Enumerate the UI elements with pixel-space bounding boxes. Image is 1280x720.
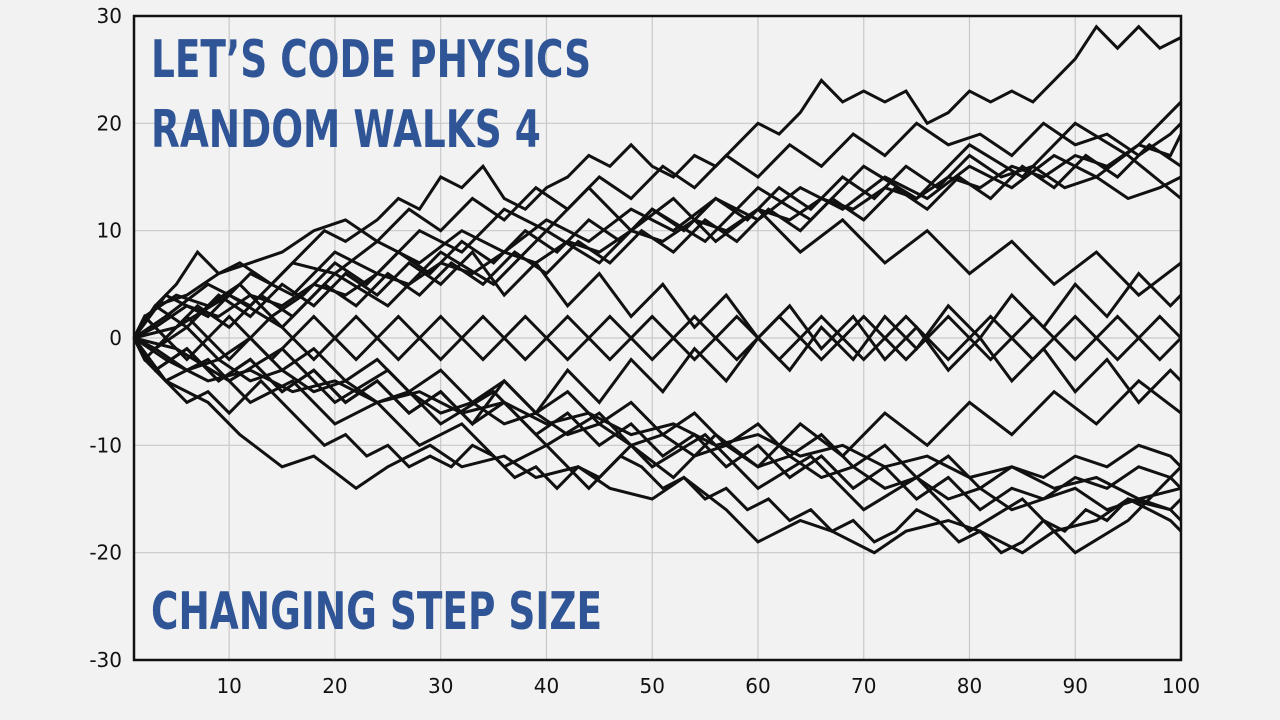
x-tick-label: 60 (745, 674, 770, 698)
random-walk-line-11 (133, 133, 1183, 340)
y-tick-label: 20 (97, 111, 122, 135)
random-walk-line-17 (132, 185, 1182, 339)
walk-series (132, 24, 1183, 555)
random-walk-line-18 (132, 337, 1182, 491)
x-tick-label: 100 (1162, 674, 1200, 698)
axis-ticks: 10 20 30 40 50 60 70 80 90 100 -30 -20 -10 0 10 20 30 (89, 4, 1200, 698)
random-walk-line-13 (132, 313, 1183, 341)
random-walk-line-20 (133, 336, 1183, 555)
title-line-1: LET’S CODE PHYSICS (151, 30, 592, 90)
x-tick-label: 10 (216, 674, 241, 698)
y-tick-label: -10 (89, 433, 122, 457)
random-walk-line-10 (133, 336, 1182, 501)
title-line-2: RANDOM WALKS 4 (151, 100, 541, 160)
plot-frame (132, 14, 1183, 662)
x-tick-label: 70 (851, 674, 876, 698)
x-tick-label: 50 (639, 674, 664, 698)
y-tick-label: -20 (89, 541, 122, 565)
random-walk-line-7 (132, 142, 1182, 341)
random-walk-line-19 (133, 121, 1182, 340)
random-walk-line-1 (132, 24, 1182, 339)
random-walk-line-12 (133, 336, 1183, 512)
y-tick-label: 0 (109, 326, 122, 350)
y-tick-label: -30 (89, 648, 122, 672)
x-tick-label: 90 (1063, 674, 1088, 698)
random-walk-line-3 (132, 337, 1183, 555)
random-walk-line-9 (133, 100, 1183, 340)
random-walk-line-15 (132, 249, 1183, 405)
x-tick-label: 40 (534, 674, 559, 698)
x-tick-label: 30 (428, 674, 453, 698)
y-tick-label: 10 (97, 219, 122, 243)
random-walk-line-4 (132, 121, 1183, 339)
subtitle-line: CHANGING STEP SIZE (151, 582, 603, 642)
random-walk-line-16 (132, 271, 1183, 427)
random-walk-line-2 (132, 337, 1183, 555)
y-tick-label: 30 (97, 4, 122, 28)
random-walk-line-14 (132, 335, 1183, 363)
x-tick-label: 80 (957, 674, 982, 698)
x-tick-label: 20 (322, 674, 347, 698)
